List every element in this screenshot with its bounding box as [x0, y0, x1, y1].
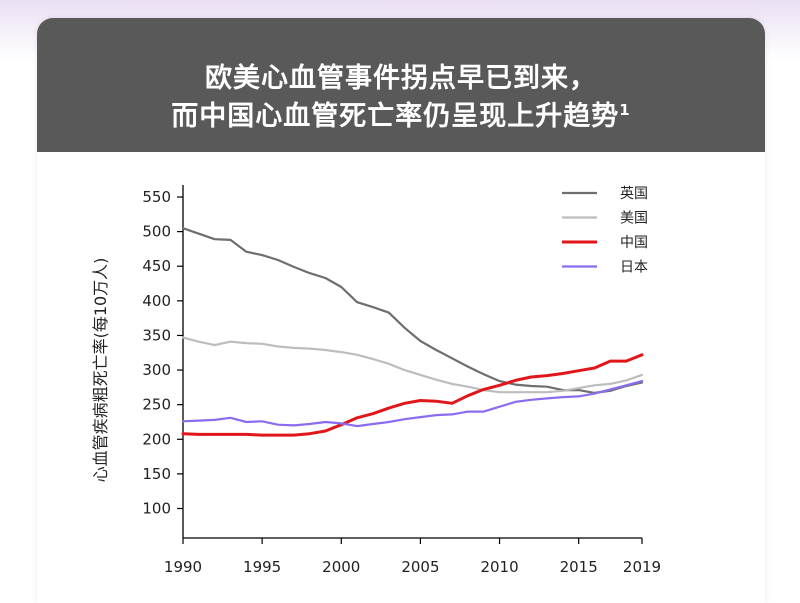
x-tick-label-2010: 2010: [480, 558, 518, 576]
chart-series: [181, 227, 644, 437]
chart-axes: 100 150 200 250 300 350 400 450 500 550 1990 1995 20…: [142, 185, 661, 576]
y-tick-label-500: 500: [142, 223, 171, 241]
y-tick-label-400: 400: [142, 292, 171, 310]
legend-label-china: 中国: [620, 235, 648, 251]
title-line-2-text: 而中国心血管死亡率仍呈现上升趋势: [171, 101, 620, 132]
y-tick-label-150: 150: [142, 465, 171, 483]
series-line-us: [181, 336, 644, 394]
x-tick-label-2015: 2015: [560, 558, 598, 576]
title-line-2: 而中国心血管死亡率仍呈现上升趋势1: [37, 94, 765, 133]
legend-label-us: 美国: [620, 211, 648, 227]
legend-label-uk: 英国: [620, 185, 648, 202]
series-line-uk: [181, 227, 644, 394]
y-axis-title: 心血管疾病粗死亡率(每10万人): [91, 258, 110, 483]
title-line-1: 欧美心血管事件拐点早已到来，: [205, 63, 597, 94]
y-tick-label-300: 300: [142, 361, 171, 379]
x-tick-label-2019: 2019: [623, 558, 661, 576]
series-line-japan: [181, 380, 644, 428]
y-tick-label-250: 250: [142, 396, 171, 414]
y-tick-label-550: 550: [142, 188, 171, 206]
series-line-china: [181, 353, 644, 437]
title-banner: 欧美心血管事件拐点早已到来， 而中国心血管死亡率仍呈现上升趋势1: [37, 18, 765, 152]
x-tick-label-1990: 1990: [164, 558, 202, 576]
legend-label-japan: 日本: [620, 260, 648, 276]
x-tick-label-2000: 2000: [322, 558, 360, 576]
x-tick-label-1995: 1995: [243, 558, 281, 576]
y-tick-label-100: 100: [142, 500, 171, 518]
y-tick-label-200: 200: [142, 430, 171, 448]
y-tick-label-350: 350: [142, 326, 171, 344]
title-footnote-marker: 1: [619, 101, 631, 119]
y-tick-label-450: 450: [142, 257, 171, 275]
x-tick-label-2005: 2005: [401, 558, 439, 576]
slide-card: 欧美心血管事件拐点早已到来， 而中国心血管死亡率仍呈现上升趋势1: [37, 18, 765, 603]
